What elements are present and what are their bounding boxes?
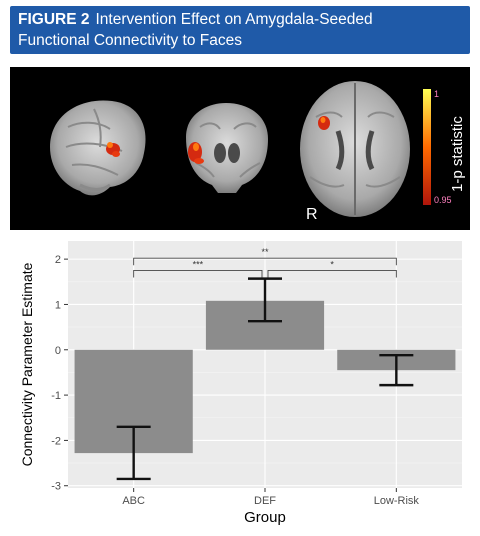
significance-label: *** — [193, 259, 204, 269]
colorbar-max-label: 1 — [434, 89, 439, 99]
y-tick-label: 1 — [55, 299, 61, 311]
figure-label: FIGURE 2 — [18, 11, 90, 28]
bar-chart: ** *** * -3 -2 -1 0 1 2 ABC DEF Low-Risk Group Co… — [10, 236, 470, 528]
brain-images: R 1 0.95 1-p statistic — [50, 81, 466, 223]
x-axis-label: Group — [244, 509, 286, 526]
sagittal-brain-slice — [50, 100, 146, 196]
figure-title-line-2: Functional Connectivity to Faces — [18, 32, 242, 49]
y-tick-label: 2 — [55, 254, 61, 266]
x-tick-label: ABC — [122, 495, 145, 507]
coronal-activation-cluster — [188, 142, 204, 164]
figure-title-line-1: FIGURE 2 Intervention Effect on Amygdala-… — [18, 11, 373, 29]
y-axis-label: Connectivity Parameter Estimate — [19, 262, 35, 466]
x-tick-label: DEF — [254, 495, 276, 507]
significance-label: * — [330, 259, 334, 269]
y-tick-label: -3 — [51, 481, 61, 493]
y-axis-ticks: -3 -2 -1 0 1 2 — [51, 254, 68, 493]
coronal-brain-slice — [186, 103, 268, 193]
colorbar-title: 1-p statistic — [449, 116, 466, 192]
brain-image-panel: R 1 0.95 1-p statistic — [10, 67, 470, 230]
significance-label: ** — [261, 247, 269, 257]
axial-activation-cluster — [318, 116, 330, 130]
x-tick-label: Low-Risk — [374, 495, 420, 507]
colorbar: 1 0.95 1-p statistic — [423, 89, 466, 205]
significance-bracket — [267, 270, 397, 278]
figure-title-text: Intervention Effect on Amygdala-Seeded — [95, 11, 373, 28]
orientation-label: R — [306, 206, 318, 223]
y-tick-label: -1 — [51, 390, 61, 402]
significance-bracket — [133, 257, 397, 266]
y-tick-label: 0 — [55, 345, 61, 357]
colorbar-min-label: 0.95 — [434, 195, 452, 205]
x-axis-ticks: ABC DEF Low-Risk — [122, 488, 419, 507]
figure-header: FIGURE 2 Intervention Effect on Amygdala-… — [10, 6, 470, 54]
significance-bracket — [133, 270, 263, 278]
error-bars — [116, 277, 414, 481]
significance-brackets: ***** * — [133, 247, 397, 278]
sagittal-activation-cluster — [106, 142, 120, 157]
y-tick-label: -2 — [51, 435, 61, 447]
axial-brain-slice — [300, 81, 410, 217]
